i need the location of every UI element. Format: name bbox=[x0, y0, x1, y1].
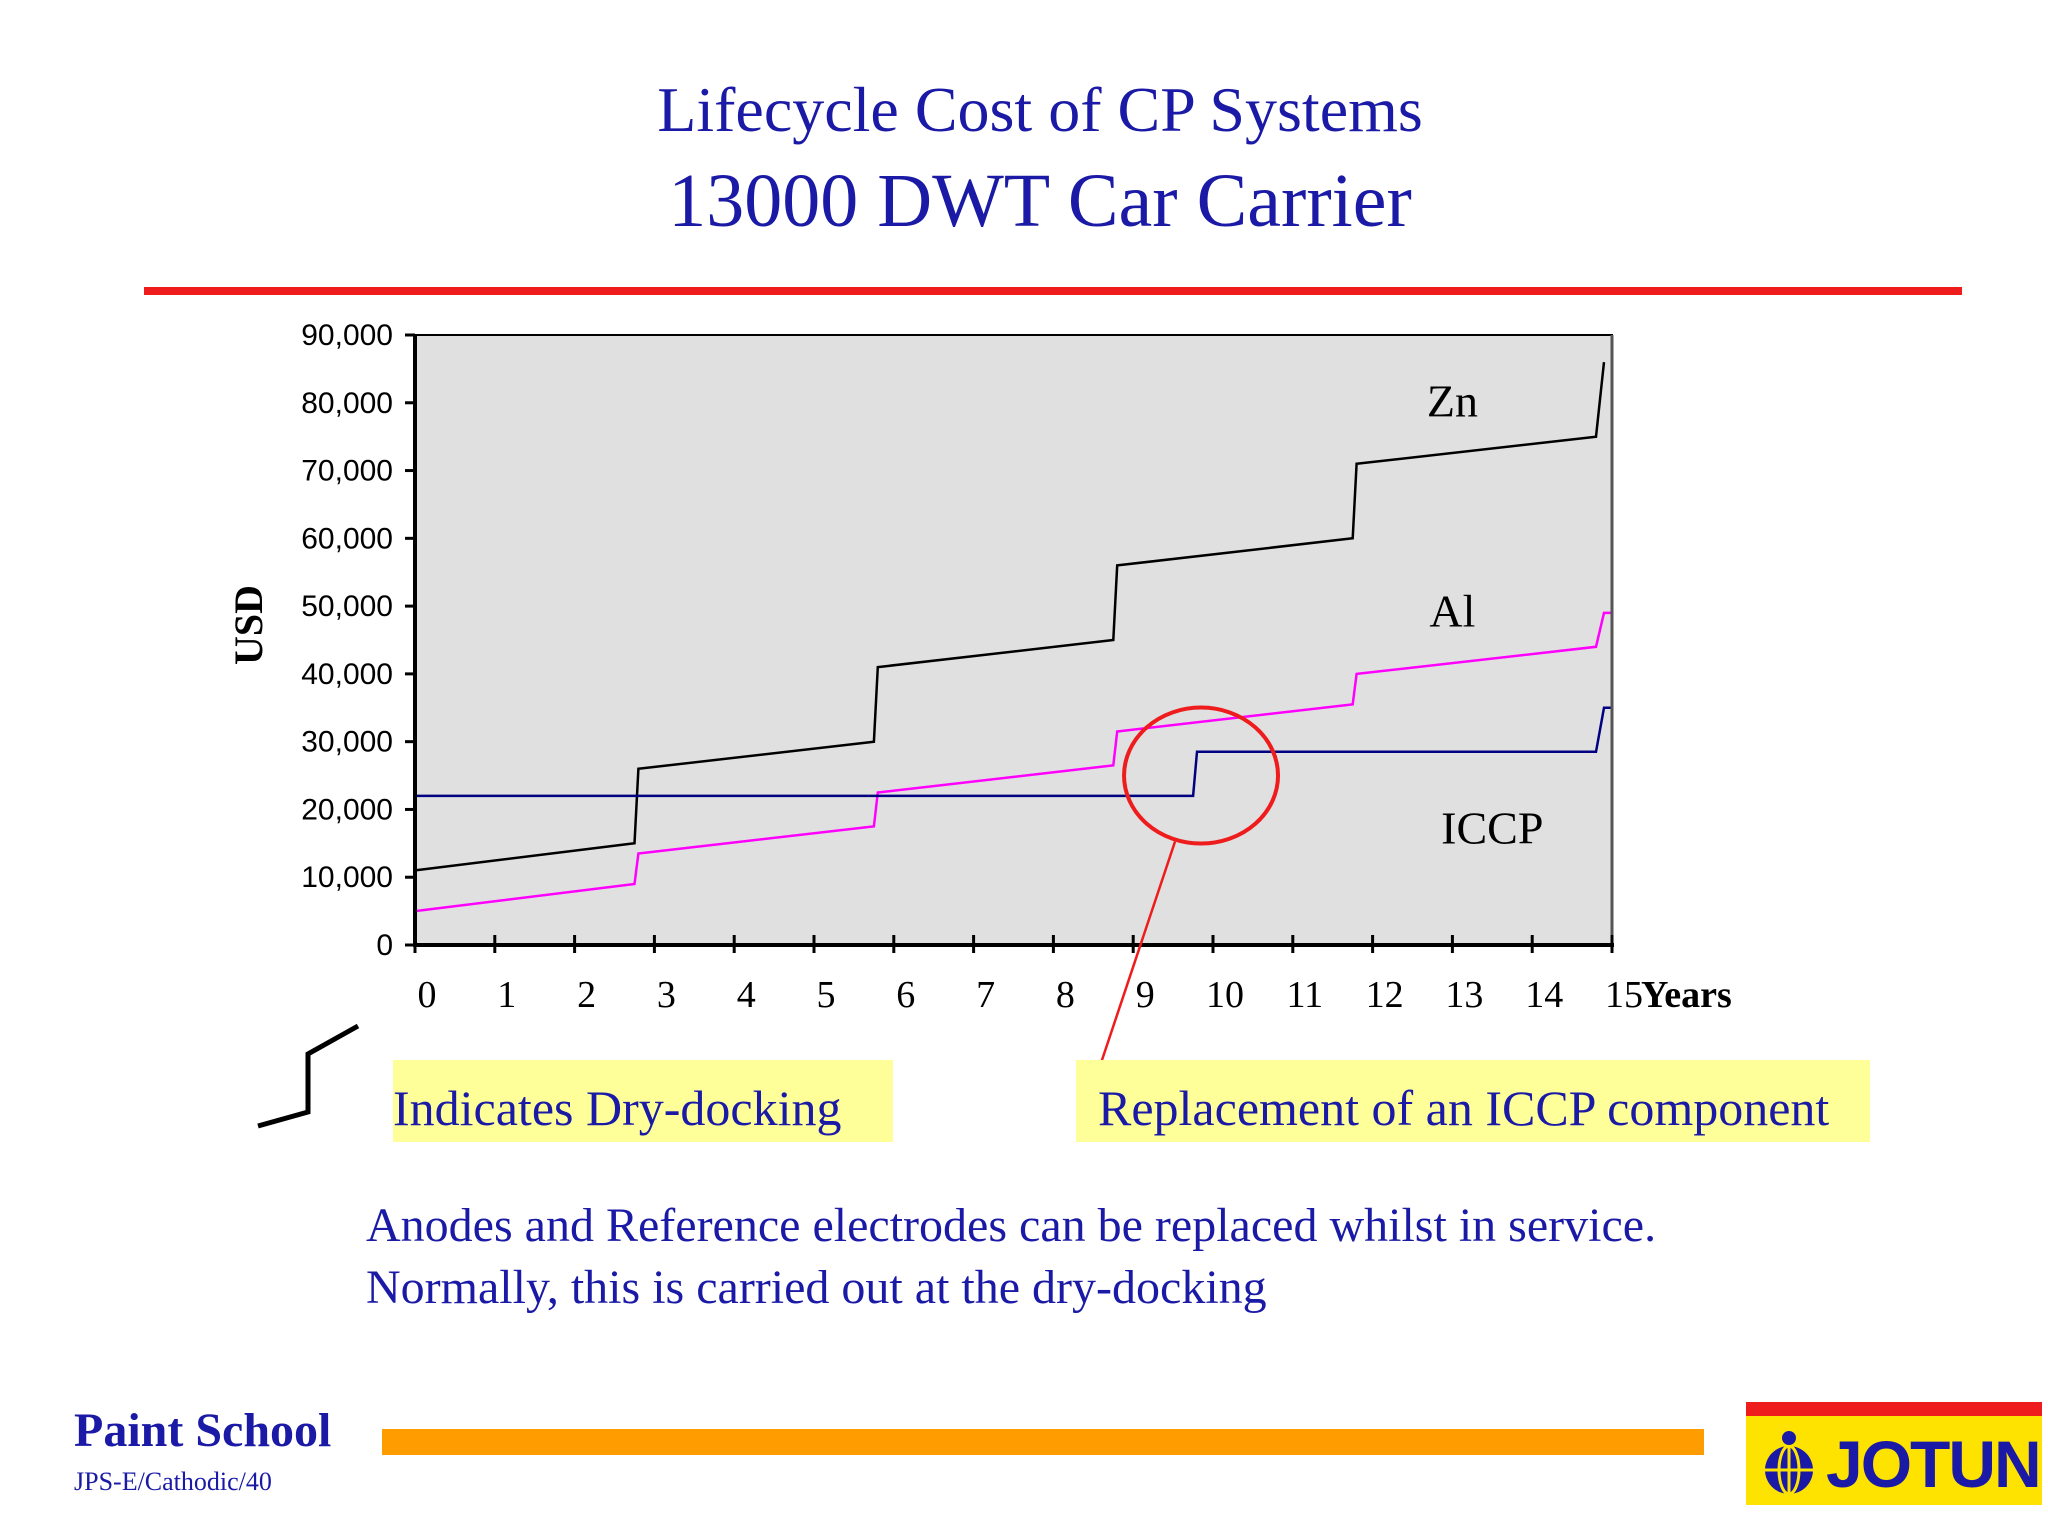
y-tick-label: 60,000 bbox=[301, 522, 393, 555]
globe-icon bbox=[1765, 1431, 1813, 1496]
jotun-logo: JOTUN bbox=[1746, 1402, 2042, 1505]
series-label-al: Al bbox=[1429, 585, 1475, 636]
x-tick-label: 4 bbox=[737, 974, 756, 1016]
series-label-iccp: ICCP bbox=[1441, 802, 1543, 853]
y-tick-label: 70,000 bbox=[301, 455, 393, 488]
note-line-2: Normally, this is carried out at the dry… bbox=[366, 1261, 1267, 1314]
plot-area bbox=[414, 334, 1613, 946]
note-line-1: Anodes and Reference electrodes can be r… bbox=[366, 1199, 1657, 1252]
x-tick-label: 5 bbox=[817, 974, 836, 1016]
x-tick-label: 10 bbox=[1206, 974, 1244, 1016]
x-tick-label: 8 bbox=[1056, 974, 1075, 1016]
page-subtitle: 13000 DWT Car Carrier bbox=[668, 159, 1412, 243]
page-title: Lifecycle Cost of CP Systems bbox=[657, 74, 1423, 145]
x-tick-label: 14 bbox=[1525, 974, 1563, 1016]
x-tick-label: 6 bbox=[896, 974, 915, 1016]
x-axis-label: Years bbox=[1641, 974, 1732, 1016]
series-label-zn: Zn bbox=[1427, 375, 1478, 426]
x-tick-label: 7 bbox=[976, 974, 995, 1016]
series-line-iccp bbox=[415, 706, 1612, 798]
iccp-replacement-legend: Replacement of an ICCP component bbox=[1076, 1060, 1870, 1142]
y-tick-label: 10,000 bbox=[301, 861, 393, 894]
footer-brand: Paint School bbox=[74, 1404, 332, 1457]
series-line-al bbox=[414, 611, 1612, 913]
title-divider bbox=[144, 287, 1962, 295]
y-tick-label: 20,000 bbox=[301, 793, 393, 826]
x-tick-label: 1 bbox=[497, 974, 516, 1016]
x-tick-label: 2 bbox=[577, 974, 596, 1016]
x-tick-label: 3 bbox=[657, 974, 676, 1016]
y-tick-label: 80,000 bbox=[301, 387, 393, 420]
x-tick-label: 0 bbox=[418, 974, 437, 1016]
x-tick-label: 9 bbox=[1136, 974, 1155, 1016]
y-tick-label: 40,000 bbox=[301, 658, 393, 691]
x-tick-label: 13 bbox=[1445, 974, 1483, 1016]
x-tick-label: 12 bbox=[1366, 974, 1404, 1016]
y-tick-label: 0 bbox=[376, 929, 393, 962]
y-axis-label: USD bbox=[226, 585, 271, 665]
series-line-zn bbox=[414, 361, 1606, 872]
annotation-pointer bbox=[1099, 841, 1177, 1064]
iccp-replacement-highlight bbox=[1122, 705, 1281, 846]
drydock-legend-icon bbox=[257, 1023, 360, 1129]
x-tick-label: 15 bbox=[1605, 974, 1643, 1016]
y-tick-label: 90,000 bbox=[301, 319, 393, 352]
logo-text: JOTUN bbox=[1826, 1427, 2042, 1501]
y-tick-label: 30,000 bbox=[301, 726, 393, 759]
drydock-legend: Indicates Dry-docking bbox=[393, 1060, 893, 1142]
x-tick-label: 11 bbox=[1287, 974, 1324, 1016]
footer-bar bbox=[382, 1429, 1704, 1455]
footer-code: JPS-E/Cathodic/40 bbox=[74, 1467, 272, 1496]
y-tick-label: 50,000 bbox=[301, 590, 393, 623]
